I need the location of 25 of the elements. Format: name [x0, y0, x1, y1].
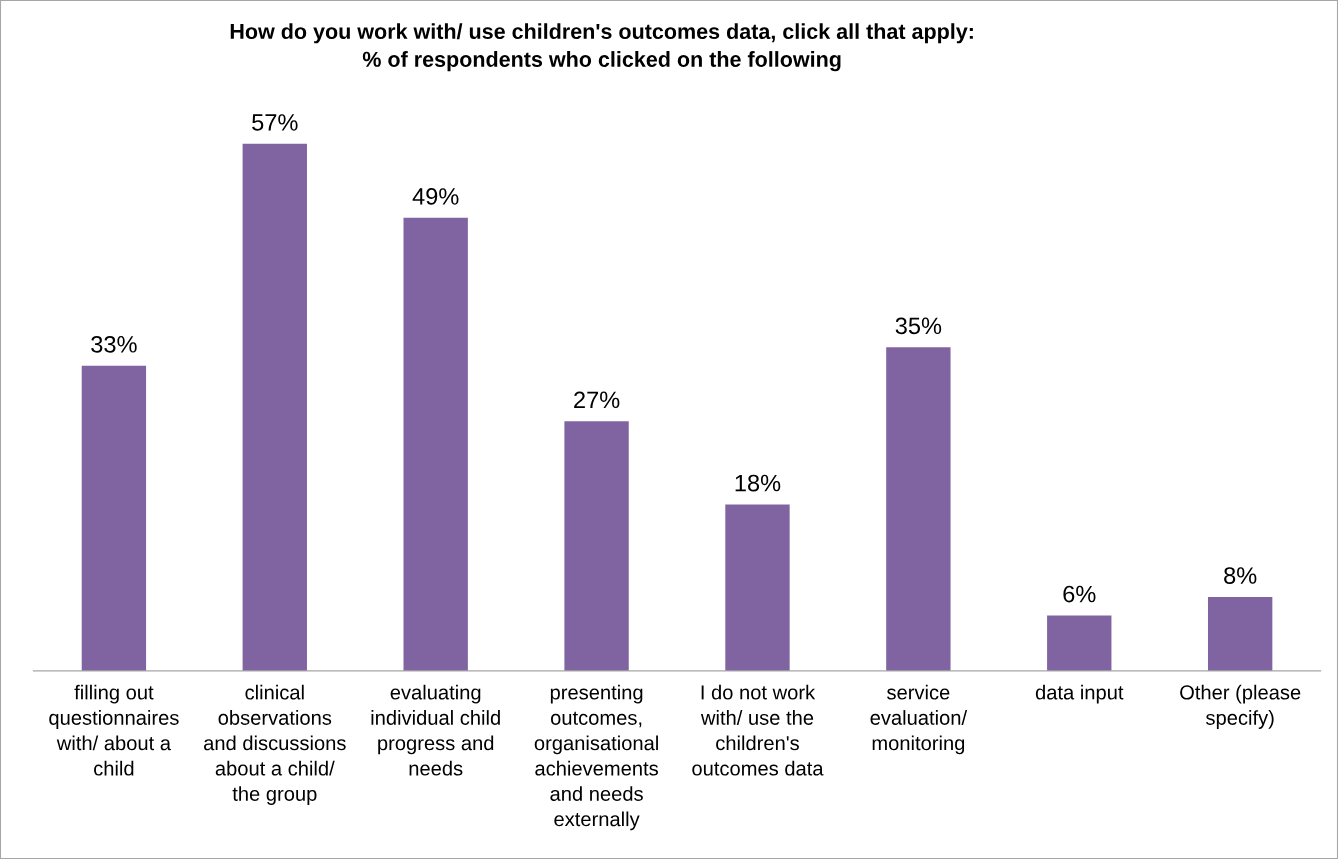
bar [242, 143, 307, 671]
x-tick-label: service evaluation/ monitoring [870, 684, 968, 755]
bar [403, 217, 468, 671]
data-label: 49% [412, 188, 459, 205]
data-label: 18% [735, 474, 781, 492]
x-tick-label: clinical observations and discussions about a child/ the group [204, 684, 346, 805]
data-label: 35% [895, 317, 942, 335]
bar [886, 347, 951, 671]
bar [725, 504, 790, 671]
data-label: 27% [574, 391, 620, 409]
data-label: 57% [252, 114, 298, 131]
data-label: 8% [1224, 567, 1257, 584]
x-tick-label: I do not work with/ use the children's outcomes data [692, 684, 824, 776]
bar [1207, 596, 1273, 671]
x-tick-label: data input [1035, 684, 1124, 704]
x-tick-label: Other (please specify) [1180, 684, 1301, 729]
bar [81, 365, 147, 671]
x-tick-label: evaluating individual child progress and needs [371, 684, 500, 776]
bar [564, 421, 629, 671]
x-tick-label: presenting outcomes, organisational achievements and needs externally [534, 684, 658, 831]
chart-title: How do you work with/ use children's outcomes data, click all that apply: % of respondents who clicked on the following [230, 23, 973, 72]
x-tick-label: filling out questionnaires with/ about a child [49, 684, 179, 776]
data-label: 6% [1063, 585, 1096, 603]
bar [1047, 615, 1112, 671]
data-label: 33% [91, 335, 137, 353]
